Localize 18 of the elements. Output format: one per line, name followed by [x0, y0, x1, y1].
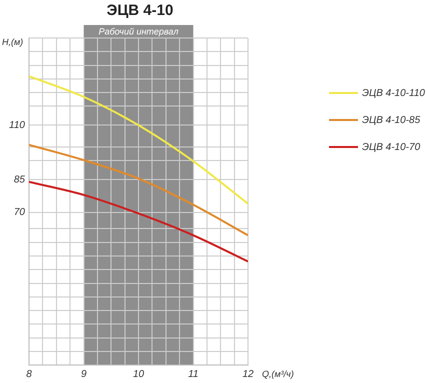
y-tick-label: 70 [14, 207, 26, 218]
chart-title: ЭЦВ 4-10 [106, 2, 174, 19]
line-series [29, 144, 248, 236]
legend-label: ЭЦВ 4-10-70 [362, 142, 421, 153]
x-axis-title: Q,(м³/ч) [262, 369, 294, 379]
x-tick-label: 9 [80, 368, 87, 380]
line-series [29, 180, 248, 262]
legend-label: ЭЦВ 4-10-85 [362, 114, 421, 126]
line-series [29, 75, 248, 205]
x-tick-label: 12 [242, 368, 254, 380]
y-axis-title: H,(м) [2, 37, 24, 47]
x-tick-label: 8 [26, 368, 32, 380]
band-label: Рабочий интервал [98, 26, 178, 36]
x-tick-label: 10 [132, 368, 144, 380]
x-tick-label: 11 [188, 368, 198, 380]
y-tick-label: 85 [14, 174, 26, 186]
legend-label: ЭЦВ 4-10-110 [362, 88, 426, 99]
y-tick-label: 110 [9, 120, 26, 131]
